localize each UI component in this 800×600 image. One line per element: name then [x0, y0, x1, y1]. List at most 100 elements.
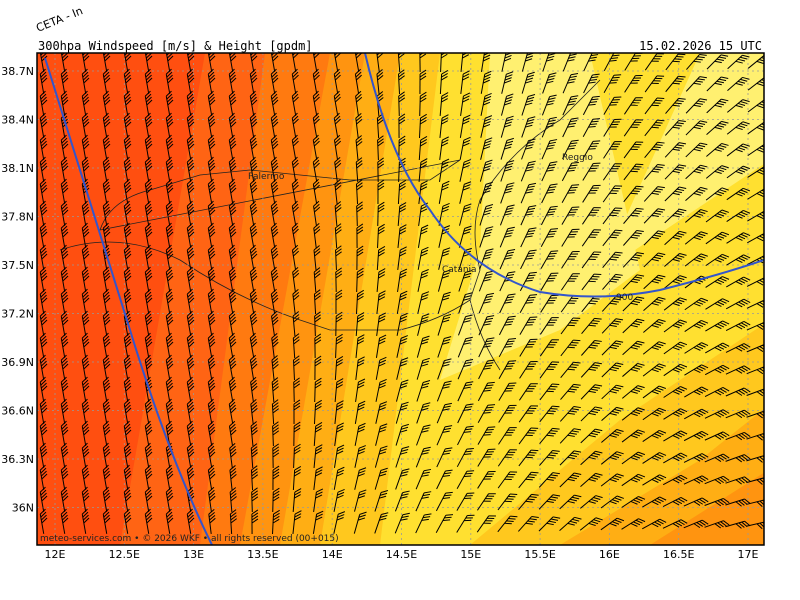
wind-barb: [334, 355, 344, 381]
barb-staff: [580, 384, 596, 400]
barb-flag: [506, 498, 514, 500]
copyright: meteo-services.com • © 2026 WKF • all ri…: [40, 534, 339, 544]
barb-flag: [759, 500, 764, 507]
barb-flag: [208, 74, 215, 81]
wind-barb: [207, 68, 216, 94]
barb-flag: [124, 137, 131, 144]
wind-barb: [333, 134, 342, 160]
barb-flag: [313, 47, 320, 52]
barb-flag: [525, 279, 533, 282]
band: [560, 53, 764, 300]
barb-flag: [145, 140, 152, 147]
barb-staff: [416, 382, 424, 402]
barb-flag: [672, 368, 680, 373]
barb-staff: [746, 521, 764, 527]
barb-staff: [356, 271, 358, 293]
wind-barb: [354, 400, 366, 424]
barb-flag: [144, 508, 151, 515]
wind-barb: [102, 288, 111, 314]
barb-staff: [354, 470, 360, 490]
barb-flag: [378, 340, 386, 345]
barb-flag: [166, 140, 173, 147]
barb-flag: [653, 146, 661, 149]
barb-flag: [399, 205, 407, 210]
wind-barb: [621, 407, 645, 421]
barb-flag: [653, 80, 661, 82]
wind-barb: [60, 464, 69, 490]
barb-flag: [693, 324, 701, 329]
barb-flag: [249, 222, 256, 229]
barb-staff: [518, 383, 532, 401]
wind-barb: [623, 141, 644, 159]
barb-flag: [145, 53, 152, 59]
barb-flag: [336, 333, 343, 339]
barb-flag: [187, 401, 194, 408]
barb-flag: [230, 297, 237, 304]
barb-flag: [634, 210, 642, 212]
barb-flag: [527, 163, 535, 166]
barb-flag: [355, 135, 362, 141]
barb-flag: [635, 141, 644, 143]
barb-flag: [609, 324, 617, 327]
barb-flag: [504, 57, 512, 62]
wind-barb: [396, 335, 408, 358]
barb-flag: [572, 251, 580, 253]
wind-barb: [81, 442, 90, 468]
barb-staff: [397, 228, 401, 248]
barb-flag: [356, 160, 363, 166]
barb-staff: [621, 385, 639, 399]
barb-staff: [706, 120, 722, 136]
barb-flag: [357, 356, 365, 361]
wind-barb: [353, 511, 367, 534]
barb-flag: [571, 408, 579, 411]
barb-flag: [756, 170, 764, 175]
barb-staff: [501, 74, 507, 94]
barb-flag: [103, 137, 110, 144]
barb-flag: [714, 170, 722, 174]
barb-flag: [166, 511, 173, 518]
barb-flag: [571, 319, 579, 322]
barb-flag: [765, 320, 771, 327]
wind-barb: [102, 266, 111, 292]
barb-flag: [250, 53, 257, 59]
barb-flag: [761, 256, 764, 261]
barb-staff: [747, 143, 764, 157]
barb-flag: [41, 363, 48, 370]
barb-flag: [594, 362, 602, 365]
wind-barb: [602, 207, 623, 225]
barb-flag: [719, 344, 727, 349]
barb-flag: [695, 190, 704, 194]
wind-barb: [603, 96, 622, 115]
barb-flag: [485, 203, 494, 207]
barb-flag: [571, 95, 579, 98]
barb-flag: [609, 104, 617, 106]
barb-flag: [588, 412, 596, 416]
barb-flag: [569, 454, 577, 457]
wind-barb: [312, 178, 320, 204]
barb-flag: [272, 361, 279, 367]
longitude-label: 12.5E: [109, 548, 140, 561]
barb-flag: [40, 181, 47, 188]
barb-flag: [765, 343, 771, 350]
barb-flag: [230, 275, 237, 282]
barb-flag: [723, 498, 730, 504]
barb-flag: [738, 213, 746, 218]
barb-flag: [335, 248, 342, 254]
barb-flag: [699, 454, 706, 459]
wind-barb: [397, 224, 407, 248]
barb-flag: [548, 498, 556, 501]
barb-staff: [458, 294, 466, 314]
barb-flag: [505, 210, 513, 213]
barb-flag: [529, 249, 537, 252]
barb-staff: [725, 498, 745, 506]
wind-barb: [228, 134, 237, 160]
barb-flag: [146, 187, 153, 194]
wind-barb: [663, 386, 688, 398]
barb-flag: [146, 99, 153, 106]
barb-flag: [251, 121, 258, 128]
barb-flag: [82, 74, 89, 81]
barb-flag: [229, 360, 236, 367]
barb-staff: [705, 187, 723, 201]
wind-barb: [292, 488, 302, 513]
barb-flag: [40, 118, 47, 125]
